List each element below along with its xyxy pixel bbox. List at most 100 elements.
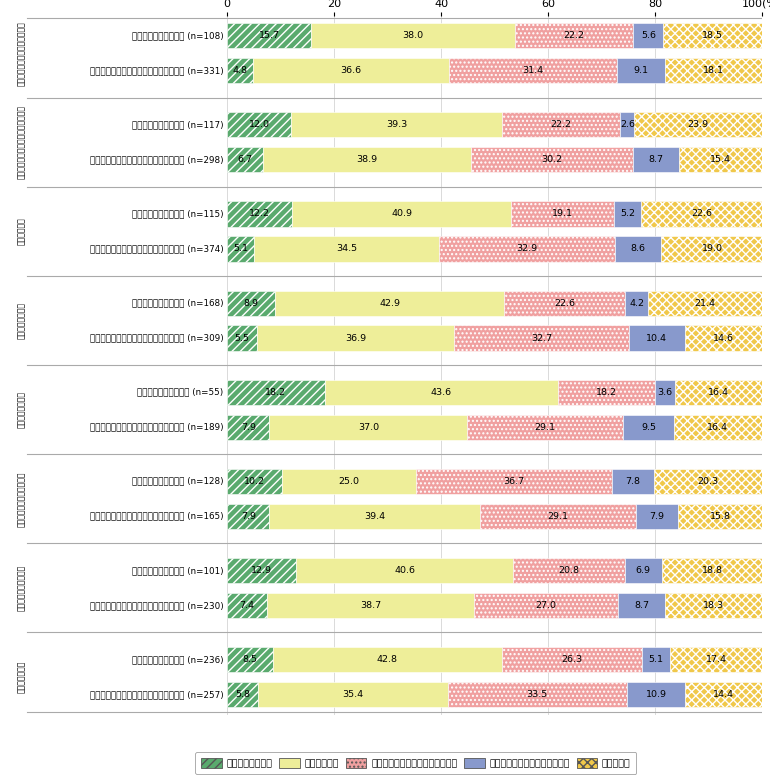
Text: 15.4: 15.4 bbox=[710, 155, 731, 164]
Bar bbox=[634, 23, 663, 48]
Text: 15.7: 15.7 bbox=[259, 31, 280, 41]
Text: 育児・子育ての手助け: 育児・子育ての手助け bbox=[17, 565, 25, 611]
Text: 無償でも引き受けたい (n=108): 無償でも引き受けたい (n=108) bbox=[132, 31, 224, 41]
Text: 5.1: 5.1 bbox=[233, 244, 248, 253]
Text: 22.2: 22.2 bbox=[551, 120, 571, 130]
Text: お金がもらえるのであれば引き受けたい (n=298): お金がもらえるのであれば引き受けたい (n=298) bbox=[90, 155, 224, 164]
Text: 7.9: 7.9 bbox=[241, 423, 256, 432]
Text: 18.2: 18.2 bbox=[266, 387, 286, 397]
Text: 19.0: 19.0 bbox=[701, 244, 722, 253]
Bar bbox=[449, 58, 617, 84]
Bar bbox=[324, 380, 558, 405]
Bar bbox=[558, 380, 655, 405]
Text: 5.5: 5.5 bbox=[234, 333, 249, 343]
Bar bbox=[227, 469, 282, 494]
Text: 37.0: 37.0 bbox=[358, 423, 379, 432]
Text: 買い物の代行: 買い物の代行 bbox=[17, 218, 25, 245]
Bar bbox=[661, 237, 763, 262]
Bar bbox=[258, 682, 447, 707]
Bar bbox=[227, 682, 258, 707]
Text: 22.6: 22.6 bbox=[554, 298, 575, 308]
Bar bbox=[296, 558, 514, 583]
Text: 21.4: 21.4 bbox=[695, 298, 715, 308]
Bar bbox=[480, 504, 636, 529]
Text: お金がもらえるのであれば引き受けたい (n=309): お金がもらえるのであれば引き受けたい (n=309) bbox=[90, 333, 224, 343]
Text: 4.2: 4.2 bbox=[629, 298, 644, 308]
Bar bbox=[416, 469, 612, 494]
Bar bbox=[614, 201, 641, 226]
Text: 12.0: 12.0 bbox=[249, 120, 270, 130]
Bar bbox=[623, 415, 674, 440]
Text: 16.4: 16.4 bbox=[708, 423, 728, 432]
Text: 20.8: 20.8 bbox=[558, 566, 580, 575]
Text: 18.2: 18.2 bbox=[596, 387, 617, 397]
Bar bbox=[665, 58, 762, 84]
Text: 4.8: 4.8 bbox=[233, 66, 247, 75]
Text: 6.7: 6.7 bbox=[238, 155, 253, 164]
Text: 15.8: 15.8 bbox=[710, 512, 731, 521]
Bar bbox=[665, 593, 763, 618]
Text: 31.4: 31.4 bbox=[522, 66, 544, 75]
Bar bbox=[311, 23, 514, 48]
Text: 29.1: 29.1 bbox=[547, 512, 568, 521]
Text: 2.6: 2.6 bbox=[620, 120, 635, 130]
Text: 7.4: 7.4 bbox=[239, 601, 254, 610]
Bar bbox=[621, 112, 634, 137]
Text: 18.3: 18.3 bbox=[703, 601, 725, 610]
Text: お金がもらえるのであれば引き受けたい (n=374): お金がもらえるのであれば引き受けたい (n=374) bbox=[90, 244, 224, 253]
Text: 33.5: 33.5 bbox=[527, 690, 548, 699]
Text: 29.1: 29.1 bbox=[535, 423, 556, 432]
Text: 36.9: 36.9 bbox=[345, 333, 366, 343]
Bar bbox=[615, 237, 661, 262]
Bar bbox=[648, 291, 762, 316]
Text: 7.8: 7.8 bbox=[625, 477, 641, 486]
Text: 5.6: 5.6 bbox=[641, 31, 656, 41]
Bar bbox=[447, 682, 627, 707]
Bar bbox=[256, 326, 454, 351]
Bar bbox=[227, 326, 256, 351]
Bar bbox=[514, 23, 634, 48]
Bar bbox=[227, 593, 266, 618]
Text: 38.7: 38.7 bbox=[360, 601, 381, 610]
Bar bbox=[654, 469, 762, 494]
Text: お金がもらえるのであれば引き受けたい (n=165): お金がもらえるのであれば引き受けたい (n=165) bbox=[90, 512, 224, 521]
Bar bbox=[661, 558, 762, 583]
Bar bbox=[678, 504, 763, 529]
Bar bbox=[291, 112, 502, 137]
Bar bbox=[282, 469, 416, 494]
Bar bbox=[471, 148, 633, 173]
Bar bbox=[227, 415, 270, 440]
Text: 8.7: 8.7 bbox=[648, 155, 664, 164]
Text: 32.9: 32.9 bbox=[517, 244, 537, 253]
Text: 無償でも引き受けたい (n=55): 無償でも引き受けたい (n=55) bbox=[138, 387, 224, 397]
Text: 5.2: 5.2 bbox=[620, 209, 635, 219]
Text: 16.4: 16.4 bbox=[708, 387, 729, 397]
Bar bbox=[502, 647, 642, 672]
Text: 32.7: 32.7 bbox=[531, 333, 552, 343]
Text: 無償でも引き受けたい (n=128): 無償でも引き受けたい (n=128) bbox=[132, 477, 224, 486]
Text: 無償でも引き受けたい (n=168): 無償でも引き受けたい (n=168) bbox=[132, 298, 224, 308]
Text: 22.2: 22.2 bbox=[564, 31, 584, 41]
Bar bbox=[227, 237, 254, 262]
Text: 27.0: 27.0 bbox=[536, 601, 557, 610]
Text: 無償でも引き受けたい (n=236): 無償でも引き受けたい (n=236) bbox=[132, 655, 224, 664]
Bar bbox=[612, 469, 654, 494]
Bar bbox=[625, 291, 648, 316]
Text: 9.1: 9.1 bbox=[634, 66, 648, 75]
Text: 情報収集の手助け: 情報収集の手助け bbox=[17, 302, 25, 339]
Bar bbox=[227, 112, 291, 137]
Text: 14.6: 14.6 bbox=[713, 333, 735, 343]
Bar bbox=[502, 112, 621, 137]
Text: 25.0: 25.0 bbox=[338, 477, 359, 486]
Bar bbox=[273, 647, 502, 672]
Bar bbox=[467, 415, 623, 440]
Bar bbox=[641, 201, 762, 226]
Bar bbox=[227, 380, 324, 405]
Text: 19.1: 19.1 bbox=[552, 209, 573, 219]
Text: 22.6: 22.6 bbox=[691, 209, 712, 219]
Bar bbox=[617, 58, 665, 84]
Text: お金がもらえるのであれば引き受けたい (n=257): お金がもらえるのであれば引き受けたい (n=257) bbox=[90, 690, 224, 699]
Bar bbox=[629, 326, 685, 351]
Text: 40.9: 40.9 bbox=[391, 209, 413, 219]
Text: お金がもらえるのであれば引き受けたい (n=189): お金がもらえるのであれば引き受けたい (n=189) bbox=[90, 423, 224, 432]
